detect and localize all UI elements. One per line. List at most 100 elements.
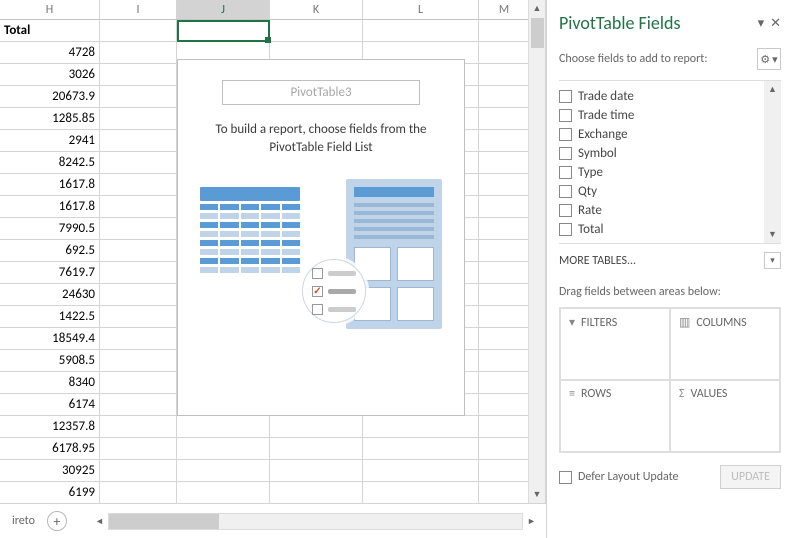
fl-scroll-up[interactable]: ▲ — [764, 81, 781, 98]
sheet-tab-bar[interactable]: ireto + ◄ ► — [0, 503, 546, 538]
cell[interactable] — [100, 64, 177, 86]
values-icon: Σ — [679, 387, 685, 401]
cell[interactable]: 5908.5 — [0, 350, 100, 372]
gear-icon: ⚙ — [760, 53, 770, 66]
cell[interactable] — [100, 438, 177, 460]
cell[interactable]: 1422.5 — [0, 306, 100, 328]
hscroll-left-button[interactable]: ◄ — [91, 513, 108, 530]
cell[interactable] — [100, 20, 177, 42]
field-type[interactable]: Type — [559, 163, 781, 182]
field-rate[interactable]: Rate — [559, 201, 781, 220]
cell[interactable]: 7619.7 — [0, 262, 100, 284]
cell[interactable]: 3026 — [0, 64, 100, 86]
area-columns-label: COLUMNS — [696, 316, 746, 330]
panel-dropdown-icon[interactable]: ▾ — [758, 16, 765, 31]
field-qty[interactable]: Qty — [559, 182, 781, 201]
cell[interactable] — [100, 394, 177, 416]
cell[interactable]: 1285.85 — [0, 108, 100, 130]
field-list-scrollbar[interactable]: ▲ ▼ — [764, 81, 781, 243]
cell[interactable]: 12357.8 — [0, 416, 100, 438]
panel-close-icon[interactable]: ✕ — [770, 16, 781, 31]
more-tables-expand-button[interactable]: ▾ — [764, 252, 781, 269]
illus-table-icon — [200, 187, 300, 273]
cell[interactable]: 18549.4 — [0, 328, 100, 350]
scroll-up-button[interactable]: ▲ — [529, 0, 545, 17]
vertical-scrollbar[interactable]: ▲ ▼ — [528, 0, 545, 503]
pivot-illustration — [196, 179, 446, 379]
cell[interactable]: 8242.5 — [0, 152, 100, 174]
cell[interactable] — [100, 240, 177, 262]
cell[interactable] — [100, 108, 177, 130]
cell[interactable]: 6199 — [0, 482, 100, 503]
cell[interactable] — [100, 130, 177, 152]
checkbox-icon — [559, 109, 572, 122]
hscroll-thumb[interactable] — [109, 514, 219, 529]
col-header-I[interactable]: I — [100, 0, 177, 19]
cell[interactable] — [100, 416, 177, 438]
area-columns[interactable]: ▥ COLUMNS — [670, 308, 780, 380]
field-label: Symbol — [578, 146, 617, 161]
field-total[interactable]: Total — [559, 220, 781, 239]
field-symbol[interactable]: Symbol — [559, 144, 781, 163]
col-header-L[interactable]: L — [363, 0, 479, 19]
cell[interactable]: 24630 — [0, 284, 100, 306]
field-trade-time[interactable]: Trade time — [559, 106, 781, 125]
col-header-J[interactable]: J — [177, 0, 270, 19]
update-button[interactable]: UPDATE — [720, 465, 781, 489]
columns-icon: ▥ — [679, 315, 690, 330]
cell[interactable]: 1617.8 — [0, 196, 100, 218]
cell[interactable]: 8340 — [0, 372, 100, 394]
pivot-message: To build a report, choose fields from th… — [200, 121, 442, 157]
cell[interactable] — [100, 262, 177, 284]
hscroll-right-button[interactable]: ► — [523, 513, 540, 530]
more-tables-link[interactable]: MORE TABLES... — [559, 254, 636, 268]
cell[interactable] — [100, 196, 177, 218]
cell[interactable]: 20673.9 — [0, 86, 100, 108]
field-trade-date[interactable]: Trade date — [559, 87, 781, 106]
worksheet-area[interactable]: H I J K L M Total4728302620673.91285.852… — [0, 0, 546, 538]
column-headers: H I J K L M — [0, 0, 545, 20]
add-sheet-button[interactable]: + — [47, 511, 67, 531]
panel-layout-button[interactable]: ⚙▾ — [757, 48, 781, 70]
cell[interactable] — [100, 284, 177, 306]
cell[interactable]: 30925 — [0, 460, 100, 482]
horizontal-scrollbar[interactable]: ◄ ► — [91, 513, 540, 530]
cell[interactable]: 692.5 — [0, 240, 100, 262]
field-exchange[interactable]: Exchange — [559, 125, 781, 144]
area-rows[interactable]: ≡ROWS — [560, 380, 670, 452]
cell[interactable] — [100, 482, 177, 503]
cell[interactable] — [100, 350, 177, 372]
cell[interactable] — [100, 328, 177, 350]
fl-scroll-down[interactable]: ▼ — [764, 226, 781, 243]
col-header-K[interactable]: K — [270, 0, 363, 19]
checkbox-icon — [559, 147, 572, 160]
cell[interactable] — [100, 152, 177, 174]
cell[interactable]: 4728 — [0, 42, 100, 64]
col-header-H[interactable]: H — [0, 0, 100, 19]
cell[interactable]: 6174 — [0, 394, 100, 416]
cell[interactable] — [100, 42, 177, 64]
cell-h-header[interactable]: Total — [0, 20, 100, 42]
scroll-down-button[interactable]: ▼ — [529, 486, 545, 503]
cell[interactable] — [100, 86, 177, 108]
area-values-label: VALUES — [691, 387, 728, 401]
cell[interactable] — [100, 306, 177, 328]
pivot-placeholder[interactable]: PivotTable3 To build a report, choose fi… — [177, 59, 465, 416]
cell[interactable] — [100, 174, 177, 196]
cell[interactable]: 7990.5 — [0, 218, 100, 240]
cell[interactable] — [100, 372, 177, 394]
area-rows-label: ROWS — [581, 387, 611, 401]
field-list[interactable]: ▲ ▼ Trade dateTrade timeExchange Symbol Ty… — [559, 80, 781, 244]
cell[interactable] — [100, 218, 177, 240]
cell[interactable] — [100, 460, 177, 482]
cell[interactable]: 6178.95 — [0, 438, 100, 460]
sheet-tab[interactable]: ireto — [6, 510, 41, 532]
area-filters[interactable]: ▾FILTERS — [560, 308, 670, 380]
vscroll-thumb[interactable] — [531, 18, 544, 48]
defer-label: Defer Layout Update — [578, 470, 679, 484]
cell[interactable]: 2941 — [0, 130, 100, 152]
cell[interactable]: 1617.8 — [0, 174, 100, 196]
area-values[interactable]: Σ VALUES — [670, 380, 780, 452]
defer-layout-checkbox[interactable]: Defer Layout Update — [559, 470, 679, 484]
col-header-M[interactable]: M — [479, 0, 530, 19]
